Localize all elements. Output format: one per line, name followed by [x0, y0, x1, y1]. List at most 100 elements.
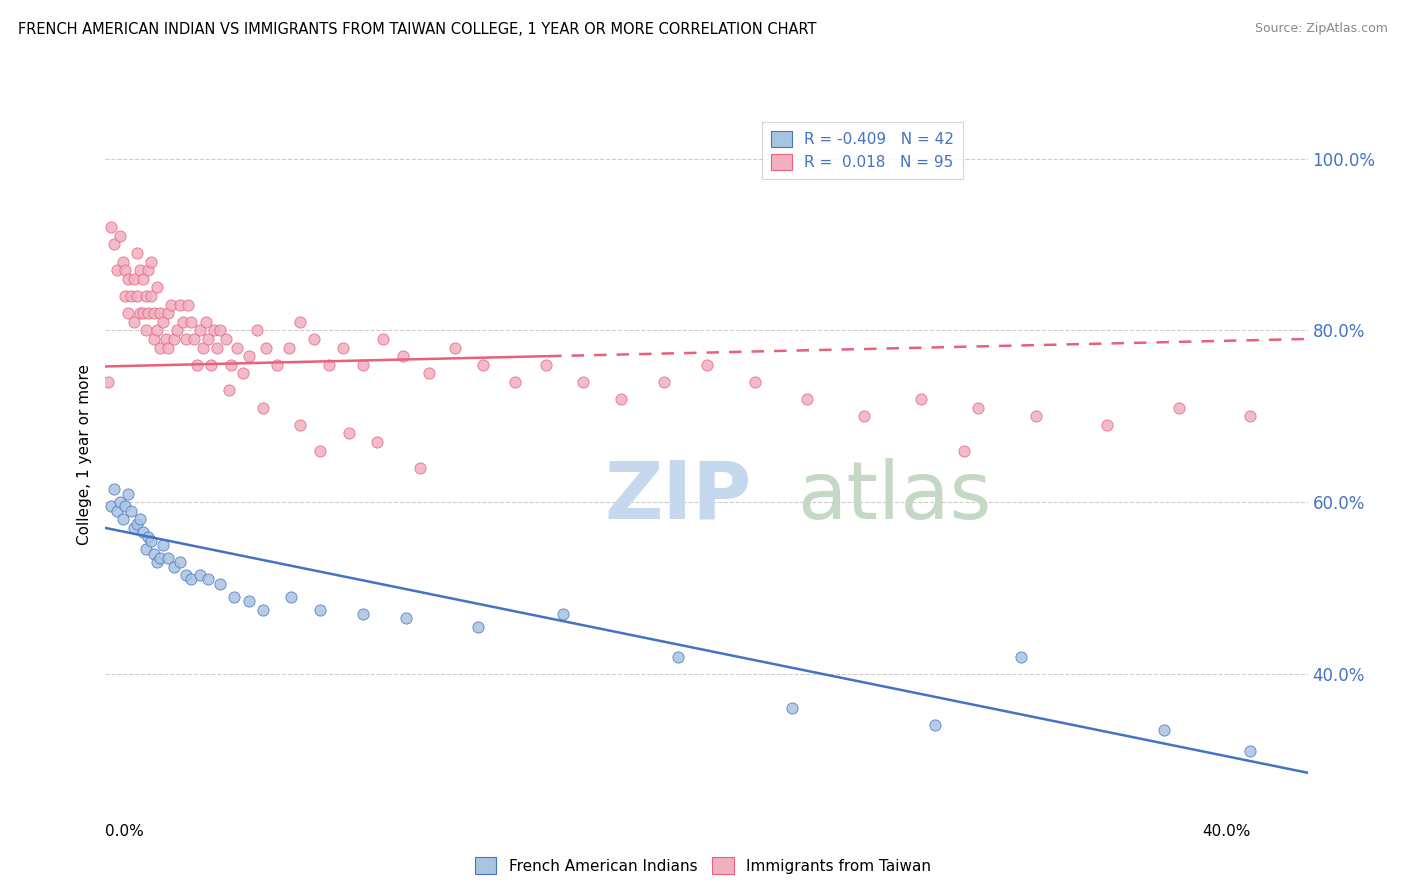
Point [149, 341, 172, 355]
Point [169, 555, 191, 569]
Point [146, 323, 169, 337]
Point [172, 315, 194, 329]
Point [108, 228, 131, 243]
Point [97, 375, 120, 389]
Point [152, 315, 174, 329]
Point [114, 263, 136, 277]
Text: FRENCH AMERICAN INDIAN VS IMMIGRANTS FROM TAIWAN COLLEGE, 1 YEAR OR MORE CORRELA: FRENCH AMERICAN INDIAN VS IMMIGRANTS FRO… [18, 22, 817, 37]
Point [143, 306, 166, 320]
Point [180, 573, 202, 587]
Point [197, 332, 219, 346]
Point [1153, 723, 1175, 737]
Point [160, 297, 183, 311]
Point [238, 594, 260, 608]
Point [252, 602, 274, 616]
Point [782, 701, 804, 715]
Point [418, 367, 440, 381]
Point [125, 289, 148, 303]
Point [125, 516, 148, 531]
Point [135, 542, 157, 557]
Point [117, 272, 139, 286]
Point [146, 555, 169, 569]
Point [105, 504, 128, 518]
Point [224, 590, 246, 604]
Point [122, 272, 145, 286]
Point [1010, 649, 1032, 664]
Legend: R = -0.409   N = 42, R =  0.018   N = 95: R = -0.409 N = 42, R = 0.018 N = 95 [762, 121, 963, 179]
Point [103, 483, 125, 497]
Point [194, 315, 217, 329]
Point [157, 306, 180, 320]
Point [503, 375, 526, 389]
Point [141, 289, 163, 303]
Point [143, 332, 166, 346]
Point [138, 306, 160, 320]
Point [135, 323, 157, 337]
Point [309, 443, 332, 458]
Text: atlas: atlas [797, 458, 991, 536]
Point [238, 349, 260, 363]
Point [163, 332, 186, 346]
Point [197, 573, 219, 587]
Point [191, 341, 214, 355]
Point [131, 525, 153, 540]
Point [111, 254, 134, 268]
Point [924, 718, 946, 732]
Point [1025, 409, 1047, 424]
Point [108, 495, 131, 509]
Point [288, 315, 311, 329]
Text: 40.0%: 40.0% [1202, 824, 1250, 839]
Point [696, 358, 718, 372]
Point [395, 611, 418, 625]
Point [141, 254, 163, 268]
Point [128, 512, 150, 526]
Point [138, 529, 160, 543]
Point [1239, 409, 1261, 424]
Point [103, 237, 125, 252]
Point [114, 289, 136, 303]
Y-axis label: College, 1 year or more: College, 1 year or more [77, 365, 93, 545]
Point [366, 435, 388, 450]
Point [534, 358, 557, 372]
Point [169, 297, 191, 311]
Point [202, 323, 225, 337]
Point [796, 392, 818, 406]
Legend: French American Indians, Immigrants from Taiwan: French American Indians, Immigrants from… [468, 851, 938, 880]
Point [186, 358, 208, 372]
Point [135, 289, 157, 303]
Point [304, 332, 326, 346]
Point [609, 392, 631, 406]
Point [652, 375, 675, 389]
Point [1167, 401, 1189, 415]
Point [1095, 417, 1118, 432]
Point [100, 220, 122, 235]
Point [337, 426, 360, 441]
Point [111, 512, 134, 526]
Point [218, 384, 240, 398]
Point [967, 401, 990, 415]
Point [266, 358, 288, 372]
Point [443, 341, 465, 355]
Point [166, 323, 188, 337]
Point [128, 306, 150, 320]
Point [1239, 744, 1261, 758]
Point [117, 486, 139, 500]
Point [277, 341, 299, 355]
Point [149, 306, 172, 320]
Point [120, 504, 142, 518]
Point [288, 417, 311, 432]
Point [105, 263, 128, 277]
Point [149, 551, 172, 566]
Point [254, 341, 277, 355]
Point [572, 375, 595, 389]
Point [188, 568, 211, 582]
Point [208, 576, 231, 591]
Point [125, 246, 148, 260]
Point [246, 323, 269, 337]
Point [352, 607, 374, 621]
Point [200, 358, 222, 372]
Point [120, 289, 142, 303]
Point [332, 341, 354, 355]
Point [409, 460, 432, 475]
Point [318, 358, 340, 372]
